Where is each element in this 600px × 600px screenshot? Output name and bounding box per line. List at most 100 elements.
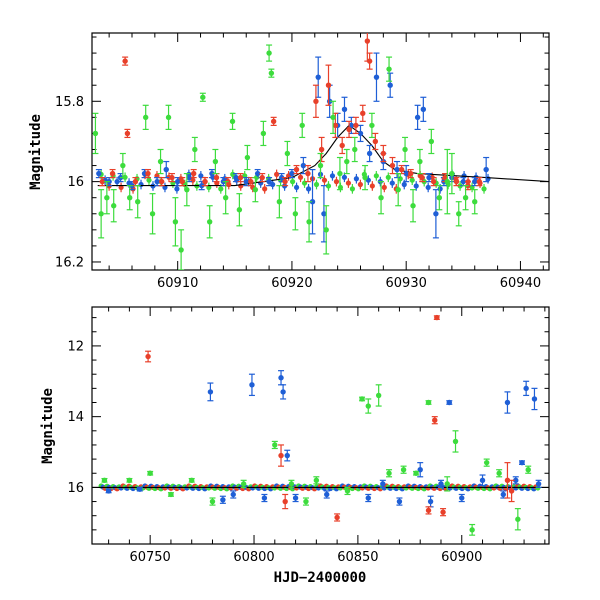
data-point (535, 481, 542, 487)
data-point (325, 82, 332, 88)
data-point (446, 399, 452, 406)
data-point (179, 178, 185, 185)
baseline-point (274, 171, 280, 177)
data-point (425, 399, 432, 406)
y-tick-label: 16 (67, 175, 84, 190)
data-point (459, 495, 465, 501)
data-point (111, 203, 117, 209)
series-0 (105, 370, 542, 508)
y-tick-label: 14 (67, 410, 84, 425)
data-point (403, 170, 409, 177)
data-point (172, 219, 179, 225)
data-point (430, 178, 437, 185)
x-tick-label: 60750 (129, 550, 170, 565)
data-point (192, 146, 198, 153)
data-point (396, 498, 403, 505)
data-point (400, 467, 407, 473)
data-point (357, 130, 364, 137)
data-point (165, 114, 172, 121)
data-point (189, 477, 195, 484)
data-point (299, 122, 305, 129)
baseline-point (369, 183, 375, 189)
bottom-data-marks (92, 314, 549, 536)
data-point (508, 488, 515, 494)
data-point (98, 211, 104, 217)
data-point (209, 170, 215, 177)
data-point (313, 98, 319, 104)
data-point (359, 396, 365, 402)
data-point (334, 514, 340, 521)
data-point (442, 174, 448, 181)
top-data-marks (92, 33, 549, 270)
data-point (476, 178, 483, 185)
baseline-point (353, 176, 359, 182)
data-point (109, 170, 116, 177)
data-point (513, 477, 519, 484)
data-point (323, 227, 329, 233)
data-point (288, 481, 295, 487)
plot-area (92, 314, 549, 536)
data-point (472, 199, 478, 205)
data-point (395, 186, 401, 193)
data-point (237, 174, 244, 181)
data-point (212, 158, 219, 165)
data-point (276, 199, 283, 205)
data-point (339, 142, 345, 149)
x-tick-label: 60930 (386, 276, 427, 291)
plot-area (92, 33, 549, 270)
data-point (278, 452, 284, 459)
bottom-x-axis-title: HJD−2400000 (274, 570, 367, 586)
data-point (266, 50, 272, 56)
data-point (145, 353, 151, 360)
data-point (410, 203, 416, 209)
data-point (222, 194, 229, 201)
baseline-point (174, 186, 180, 192)
data-point (303, 498, 309, 505)
data-point (413, 470, 419, 476)
y-tick-label: 12 (67, 339, 84, 354)
data-point (515, 516, 521, 522)
data-point (278, 375, 284, 381)
data-point (184, 186, 190, 193)
data-point (137, 486, 143, 492)
baseline-point (218, 186, 224, 192)
data-point (154, 178, 160, 185)
baseline-point (321, 177, 328, 183)
data-point (96, 170, 102, 177)
data-point (284, 150, 291, 157)
baseline-point (425, 184, 431, 191)
data-point (428, 138, 435, 145)
x-tick-label: 60920 (271, 276, 312, 291)
data-point (432, 417, 438, 423)
data-point (318, 146, 325, 153)
data-point (300, 162, 307, 169)
data-point (456, 211, 462, 217)
series-1 (99, 33, 483, 191)
data-point (135, 199, 141, 205)
data-point (186, 174, 192, 181)
data-point (309, 199, 316, 205)
data-point (462, 194, 469, 201)
data-point (408, 170, 414, 177)
data-point (444, 178, 451, 185)
data-point (394, 166, 400, 173)
data-point (433, 211, 439, 217)
data-point (425, 507, 432, 514)
data-point (259, 174, 265, 181)
data-point (365, 403, 371, 409)
data-point (104, 194, 110, 201)
baseline-point (385, 174, 391, 180)
data-point (389, 162, 396, 169)
top-plot-frame (91, 32, 550, 271)
data-point (366, 58, 373, 64)
bottom-y-axis-title: Magnitude (40, 388, 56, 464)
baseline-point (401, 181, 407, 188)
data-point (127, 194, 133, 201)
data-point (315, 74, 321, 80)
baseline-point (457, 183, 463, 189)
bottom-axis-ticks: 60750 60800 60850 60900 12 14 16 (67, 307, 549, 565)
data-point (483, 166, 489, 173)
data-point (282, 178, 288, 185)
data-point (126, 477, 133, 484)
